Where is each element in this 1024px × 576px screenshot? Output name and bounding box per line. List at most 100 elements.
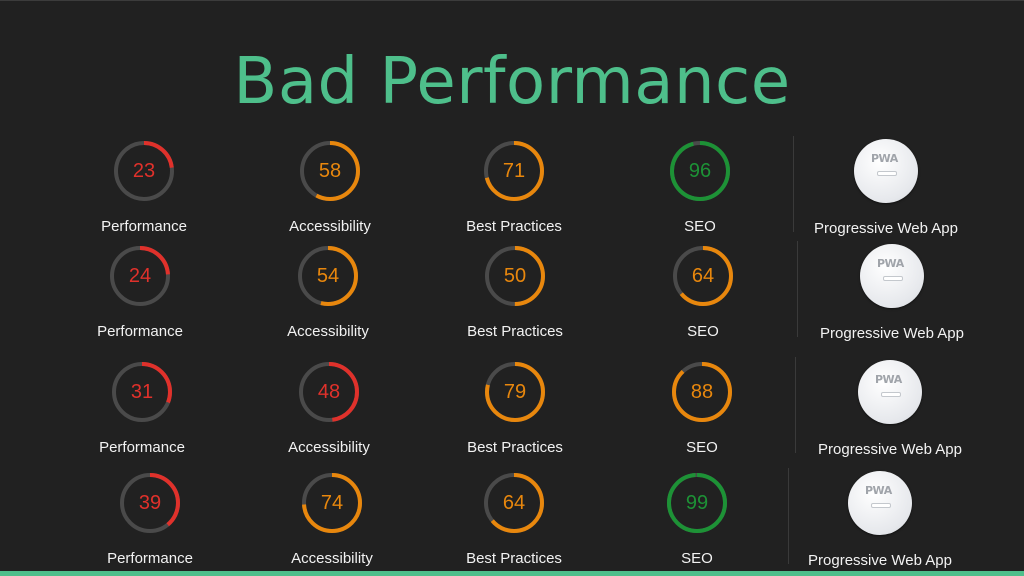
score-ring-arc: [484, 473, 544, 533]
score-value: 99: [685, 491, 709, 514]
pwa-label: Progressive Web App: [820, 325, 964, 342]
pwa-label: Progressive Web App: [818, 441, 962, 458]
top-border: [0, 0, 1024, 1]
score-label: Best Practices: [466, 218, 562, 235]
section-divider: [793, 136, 794, 232]
pwa-badge-text: PWA: [871, 152, 898, 165]
score-value: 96: [688, 159, 712, 182]
score-ring: 39: [117, 470, 183, 536]
pwa-gauge[interactable]: PWA Progressive Web App: [795, 360, 985, 458]
score-ring-arc: [299, 362, 359, 422]
score-label: SEO: [684, 218, 716, 235]
page-title: Bad Performance: [233, 45, 791, 119]
score-ring-chart: [302, 473, 362, 533]
pwa-badge-icon: PWA: [854, 139, 918, 203]
score-ring: 88: [669, 359, 735, 425]
score-gauge-accessibility[interactable]: 74 Accessibility: [262, 470, 402, 567]
pwa-badge-icon: PWA: [848, 471, 912, 535]
score-label: Performance: [97, 323, 183, 340]
score-value: 54: [316, 264, 340, 287]
score-ring: 54: [295, 243, 361, 309]
score-value: 31: [130, 380, 154, 403]
pwa-badge-text: PWA: [877, 257, 904, 270]
score-gauge-seo[interactable]: 96 SEO: [630, 138, 770, 235]
score-ring-chart: [114, 141, 174, 201]
pwa-label: Progressive Web App: [814, 220, 958, 237]
score-label: Accessibility: [289, 218, 371, 235]
score-gauge-best-practices[interactable]: 50 Best Practices: [445, 243, 585, 340]
score-ring: 71: [481, 138, 547, 204]
pwa-dash-icon: [881, 392, 901, 397]
score-gauge-best-practices[interactable]: 79 Best Practices: [445, 359, 585, 456]
score-ring: 24: [107, 243, 173, 309]
score-ring-chart: [670, 141, 730, 201]
score-ring: 58: [297, 138, 363, 204]
score-ring-chart: [110, 246, 170, 306]
score-gauge-seo[interactable]: 64 SEO: [633, 243, 773, 340]
bottom-accent-bar: [0, 571, 1024, 576]
score-value: 64: [691, 264, 715, 287]
score-ring: 23: [111, 138, 177, 204]
score-ring: 50: [482, 243, 548, 309]
score-gauge-best-practices[interactable]: 71 Best Practices: [444, 138, 584, 235]
pwa-gauge[interactable]: PWA Progressive Web App: [791, 139, 981, 237]
score-gauge-seo[interactable]: 88 SEO: [632, 359, 772, 456]
score-ring: 74: [299, 470, 365, 536]
score-ring-arc: [672, 362, 732, 422]
score-ring-chart: [299, 362, 359, 422]
score-gauge-best-practices[interactable]: 64 Best Practices: [444, 470, 584, 567]
score-ring: 31: [109, 359, 175, 425]
score-ring: 79: [482, 359, 548, 425]
score-ring-chart: [300, 141, 360, 201]
score-label: Best Practices: [467, 323, 563, 340]
score-value: 88: [690, 380, 714, 403]
score-ring-arc: [302, 473, 362, 533]
score-ring-chart: [112, 362, 172, 422]
score-ring-arc: [110, 246, 170, 306]
score-ring-chart: [485, 246, 545, 306]
score-ring: 64: [481, 470, 547, 536]
score-label: SEO: [681, 550, 713, 567]
score-gauge-performance[interactable]: 39 Performance: [80, 470, 220, 567]
score-label: Performance: [107, 550, 193, 567]
score-ring-arc: [485, 362, 545, 422]
score-label: Performance: [101, 218, 187, 235]
score-label: Best Practices: [467, 439, 563, 456]
pwa-gauge[interactable]: PWA Progressive Web App: [785, 471, 975, 569]
score-ring-arc: [484, 141, 544, 201]
score-ring-chart: [298, 246, 358, 306]
score-gauge-seo[interactable]: 99 SEO: [627, 470, 767, 567]
pwa-badge-icon: PWA: [858, 360, 922, 424]
score-gauge-accessibility[interactable]: 54 Accessibility: [258, 243, 398, 340]
score-value: 23: [132, 159, 156, 182]
score-ring-chart: [484, 473, 544, 533]
score-label: Accessibility: [287, 323, 369, 340]
score-gauge-performance[interactable]: 24 Performance: [70, 243, 210, 340]
score-value: 79: [503, 380, 527, 403]
pwa-badge-icon: PWA: [860, 244, 924, 308]
score-gauge-accessibility[interactable]: 58 Accessibility: [260, 138, 400, 235]
pwa-gauge[interactable]: PWA Progressive Web App: [797, 244, 987, 342]
pwa-dash-icon: [883, 276, 903, 281]
score-ring: 64: [670, 243, 736, 309]
score-value: 39: [138, 491, 162, 514]
pwa-label: Progressive Web App: [808, 552, 952, 569]
score-ring-chart: [673, 246, 733, 306]
score-ring: 96: [667, 138, 733, 204]
section-divider: [788, 468, 789, 564]
score-ring-arc: [667, 473, 727, 533]
section-divider: [797, 241, 798, 337]
score-label: Accessibility: [288, 439, 370, 456]
score-value: 58: [318, 159, 342, 182]
score-gauge-performance[interactable]: 31 Performance: [72, 359, 212, 456]
score-gauge-performance[interactable]: 23 Performance: [74, 138, 214, 235]
score-value: 24: [128, 264, 152, 287]
score-value: 64: [502, 491, 526, 514]
score-ring-arc: [673, 246, 733, 306]
score-gauge-accessibility[interactable]: 48 Accessibility: [259, 359, 399, 456]
score-ring-chart: [484, 141, 544, 201]
score-label: Performance: [99, 439, 185, 456]
score-label: SEO: [687, 323, 719, 340]
pwa-dash-icon: [877, 171, 897, 176]
score-ring-arc: [298, 246, 358, 306]
